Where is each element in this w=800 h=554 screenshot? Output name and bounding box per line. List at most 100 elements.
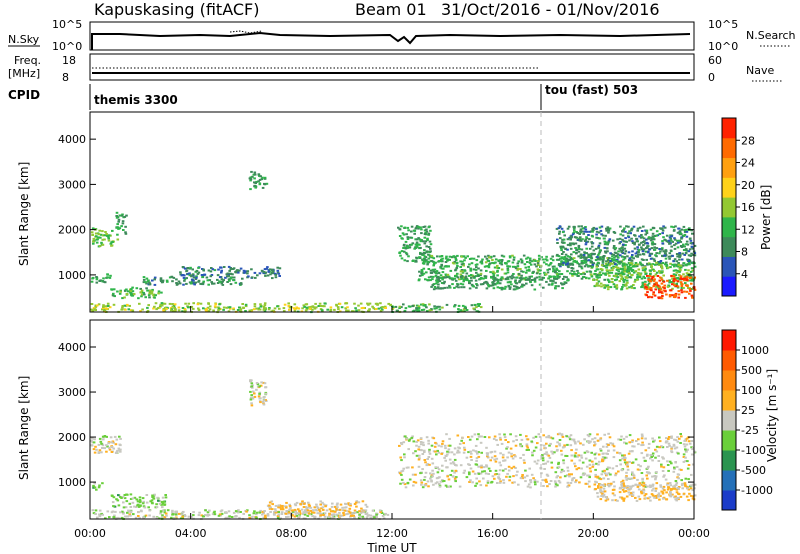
x-axis-label: Time UT [366,541,417,554]
velocity-colorbar-segment-7 [722,350,736,371]
velocity-region-3 [249,379,268,407]
velocity-colorbar-tick-label-2: 100 [741,384,762,397]
nave-tick-top: 60 [708,54,722,67]
power-colorbar-tick-label-0: 28 [741,134,755,147]
velocity-colorbar: 1000 500 100 25 -25 -100 -500 -1000 [721,329,773,511]
velocity-colorbar-segment-4 [722,410,736,431]
power-colorbar-tick-label-2: 20 [741,179,755,192]
velocity-colorbar-segment-5 [722,390,736,411]
nsky-tick-top: 10^5 [52,18,82,31]
power-region-7 [90,302,395,314]
velocity-colorbar-label: Velocity [m s⁻¹] [765,369,779,462]
nsearch-trace [229,30,263,34]
power-ytick-label-2000: 2000 [58,224,86,237]
power-region-14 [643,274,697,300]
velocity-colorbar-segment-8 [722,330,736,351]
nsky-trace [91,31,691,50]
velocity-region-2 [110,493,168,509]
velocity-colorbar-tick-label-0: 1000 [741,344,769,357]
power-colorbar-tick-label-4: 12 [741,223,755,236]
cpid-segment-1: themis 3300 [94,93,178,107]
nsearch-label: N.Search [746,29,796,42]
nave-tick-bottom: 0 [708,71,715,84]
xtick-label-3: 12:00 [376,527,408,540]
velocity-ytick-label-4000: 4000 [58,341,86,354]
power-region-3 [110,286,163,300]
power-region-0 [90,227,120,248]
velocity-colorbar-segment-1 [722,470,736,491]
velocity-colorbar-tick-label-7: -1000 [741,484,773,497]
power-region-2 [90,273,112,284]
freq-tick-top: 18 [62,54,76,67]
power-region-8 [394,303,483,313]
velocity-ytick-label-2000: 2000 [58,431,86,444]
power-colorbar-label: Power [dB] [759,185,773,250]
freq-unit: [MHz] [8,67,40,80]
xtick-label-0: 00:00 [74,527,106,540]
velocity-region-6 [398,432,697,489]
power-colorbar-tick-label-6: 4 [741,268,748,281]
power-region-4 [142,275,244,286]
power-colorbar-segment-5 [722,177,736,198]
power-colorbar-segment-2 [722,236,736,257]
freq-label: Freq. [14,54,41,67]
nave-label: Nave [746,64,774,77]
nsearch-tick-bottom: 10^0 [708,40,738,53]
station-title: Kapuskasing (fitACF) [94,0,259,19]
velocity-colorbar-tick-label-1: 500 [741,364,762,377]
xtick-label-4: 16:00 [477,527,509,540]
power-colorbar-segment-8 [722,118,736,139]
velocity-region-1 [92,482,104,491]
time-x-axis: 00:00 04:00 08:00 12:00 16:00 20:00 00:00 [74,306,710,540]
velocity-colorbar-tick-label-6: -500 [741,464,766,477]
power-colorbar-segment-4 [722,197,736,218]
power-ytick-label-4000: 4000 [58,133,86,146]
power-y-axis: 1000 2000 3000 4000 [58,133,694,282]
velocity-y-axis-label: Slant Range [km] [17,376,31,480]
xtick-label-1: 04:00 [175,527,207,540]
nsky-tick-bottom: 10^0 [52,40,82,53]
power-colorbar-tick-label-5: 8 [741,246,748,259]
velocity-colorbar-frame [721,329,737,511]
velocity-region-7 [593,482,697,502]
xtick-label-2: 08:00 [275,527,307,540]
cpid-label: CPID [8,88,40,102]
power-colorbar-tick-label-1: 24 [741,157,755,170]
power-colorbar-segment-6 [722,157,736,178]
velocity-colorbar-tick-label-4: -25 [741,424,759,437]
power-heatmap-cells [90,170,697,314]
power-ytick-label-1000: 1000 [58,269,86,282]
velocity-ytick-label-1000: 1000 [58,476,86,489]
nsky-panel-frame [89,21,695,51]
velocity-heatmap-cells [90,379,697,520]
nsearch-tick-top: 10^5 [708,18,738,31]
power-region-9 [397,225,433,264]
beam-title: Beam 01 [355,0,427,19]
power-y-axis-label: Slant Range [km] [17,162,31,266]
power-colorbar: 28 24 20 16 12 8 4 [721,117,755,297]
velocity-ytick-label-3000: 3000 [58,386,86,399]
velocity-colorbar-segment-0 [722,490,736,511]
power-region-13 [593,261,697,291]
power-colorbar-segment-1 [722,256,736,277]
power-region-5 [248,170,269,191]
velocity-region-5 [266,500,370,518]
xtick-label-6: 00:00 [678,527,710,540]
xtick-label-5: 20:00 [577,527,609,540]
power-region-6 [179,265,282,280]
velocity-colorbar-segment-2 [722,450,736,471]
power-region-10 [417,254,634,282]
nsky-label: N.Sky [8,33,40,46]
velocity-colorbar-tick-label-3: 25 [741,404,755,417]
power-region-1 [115,211,128,236]
velocity-colorbar-segment-6 [722,370,736,391]
date-title: 31/Oct/2016 - 01/Nov/2016 [441,0,660,19]
power-ytick-label-3000: 3000 [58,178,86,191]
power-colorbar-tick-label-3: 16 [741,201,755,214]
freq-panel-frame [89,53,695,81]
velocity-region-0 [90,435,122,454]
power-colorbar-segment-3 [722,216,736,238]
cpid-segment-2: tou (fast) 503 [545,83,638,97]
freq-tick-bottom: 8 [62,71,69,84]
